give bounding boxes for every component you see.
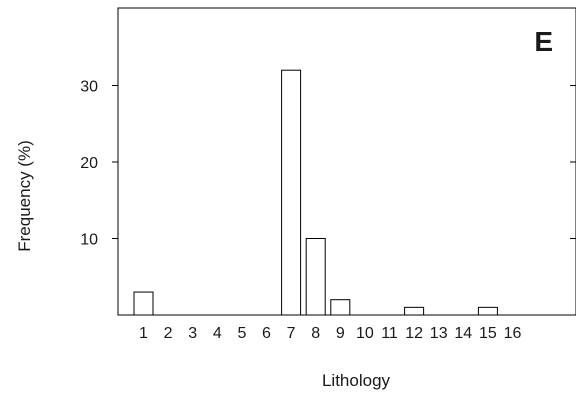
x-tick-label-5: 5 [237,325,246,342]
x-tick-label-12: 12 [405,325,423,342]
x-tick-label-7: 7 [287,325,296,342]
x-tick-label-2: 2 [164,325,173,342]
bar-lithology-1 [133,291,154,316]
panel-label: E [534,26,553,57]
bar-lithology-8 [305,238,326,316]
x-tick-label-13: 13 [430,325,448,342]
x-axis-label: Lithology [322,371,391,390]
plot-frame [117,7,576,316]
x-tick-label-14: 14 [454,325,472,342]
x-tick-label-4: 4 [213,325,222,342]
x-tick-label-9: 9 [336,325,345,342]
x-tick-label-15: 15 [479,325,497,342]
bar-lithology-12 [404,306,425,316]
x-axis-tick-labels: 1 2 3 4 5 6 7 8 9 10 11 12 13 14 15 16 [139,325,521,342]
x-tick-label-1: 1 [139,325,148,342]
x-tick-label-3: 3 [188,325,197,342]
y-tick-label-30: 30 [80,79,98,96]
bars [133,69,498,316]
bar-lithology-9 [330,299,351,316]
x-tick-label-10: 10 [356,325,374,342]
y-tick-label-10: 10 [80,232,98,249]
y-tick-label-20: 20 [80,155,98,172]
y-axis-label: Frequency (%) [15,140,34,251]
x-tick-label-6: 6 [262,325,271,342]
y-axis-ticks: 10 20 30 [80,79,576,249]
x-tick-label-8: 8 [311,325,320,342]
x-tick-label-16: 16 [504,325,522,342]
x-tick-label-11: 11 [381,325,398,342]
bar-lithology-15 [477,306,498,316]
bar-lithology-7 [281,69,302,316]
